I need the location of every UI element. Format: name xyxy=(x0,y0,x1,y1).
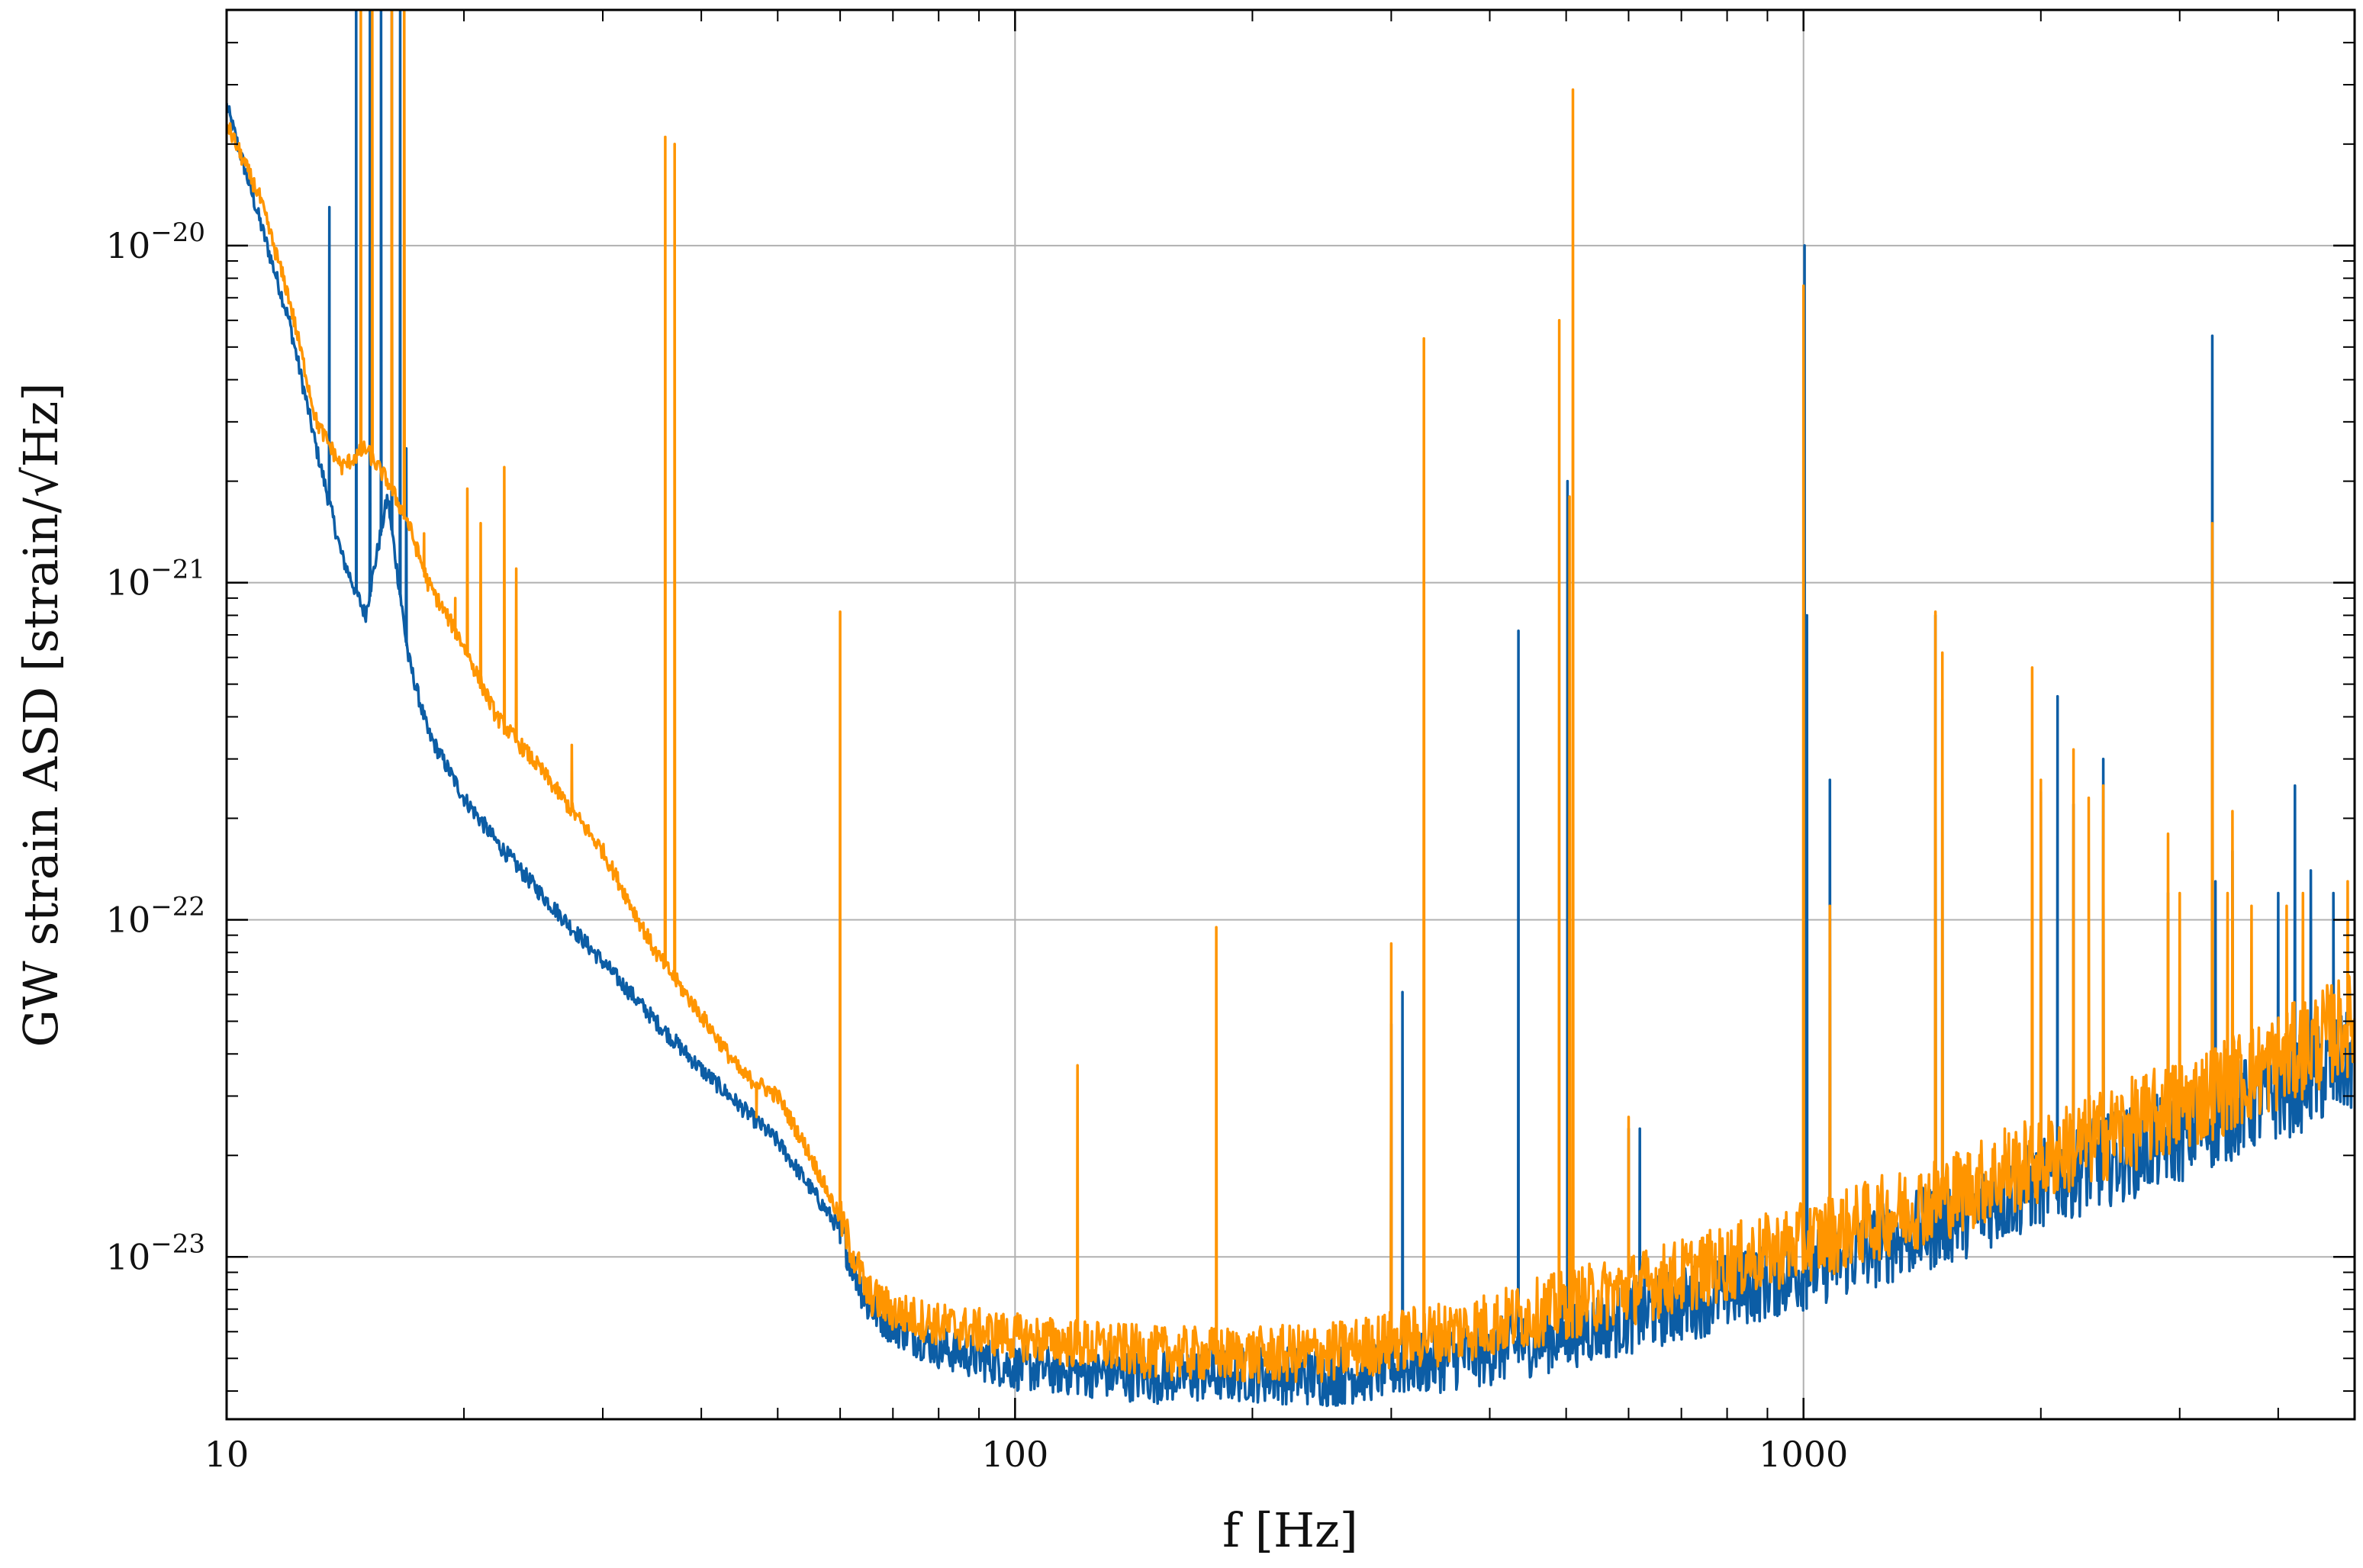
axis-ticks xyxy=(225,9,2355,1419)
series-layer xyxy=(227,10,2355,1408)
y-tick-label: 10−22 xyxy=(106,891,205,940)
plot-frame xyxy=(225,8,2356,1421)
y-axis-label: GW strain ASD [strain/√Hz] xyxy=(13,382,69,1047)
y-tick-label: 10−23 xyxy=(106,1228,205,1277)
x-tick-label: 1000 xyxy=(1759,1434,1848,1475)
y-tick-label: 10−21 xyxy=(106,555,205,604)
x-tick-label: 10 xyxy=(204,1434,249,1475)
x-axis-label: f [Hz] xyxy=(1222,1502,1358,1558)
x-tick-label: 100 xyxy=(981,1434,1048,1475)
series-line-2 xyxy=(227,10,2355,1384)
y-tick-label: 10−20 xyxy=(106,217,205,266)
tick-labels: 10 100 1000 10−23 10−22 10−21 10−20 xyxy=(106,217,1849,1475)
